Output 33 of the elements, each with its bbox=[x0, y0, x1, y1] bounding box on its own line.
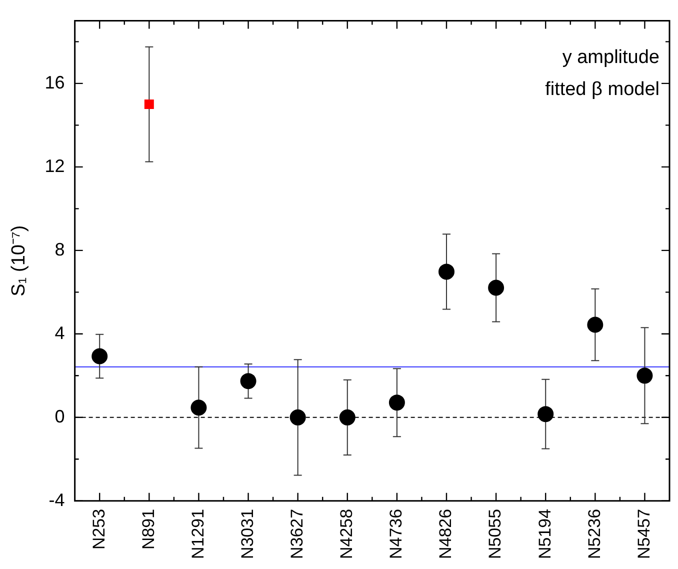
x-tick-label: N4258 bbox=[337, 508, 356, 560]
x-tick-label: N5194 bbox=[535, 508, 554, 560]
point bbox=[240, 373, 256, 390]
annotation: y amplitude bbox=[562, 46, 660, 68]
x-tick-label: N3627 bbox=[288, 508, 307, 560]
point bbox=[636, 368, 653, 384]
x-tick-label: N4826 bbox=[436, 508, 456, 560]
point bbox=[339, 409, 356, 426]
y-tick-label: 8 bbox=[54, 239, 65, 260]
y-tick-label: 4 bbox=[54, 322, 65, 343]
x-tick-label: N253 bbox=[89, 508, 108, 550]
x-tick-label: N5055 bbox=[486, 508, 505, 560]
annotation: fitted β model bbox=[545, 78, 660, 100]
x-tick-label: N5236 bbox=[584, 508, 604, 560]
point bbox=[144, 100, 154, 110]
point bbox=[538, 406, 554, 422]
x-tick-label: N3031 bbox=[238, 508, 257, 560]
x-tick-label: N1291 bbox=[188, 508, 208, 560]
y-tick-label: 12 bbox=[44, 156, 65, 176]
point bbox=[488, 280, 504, 296]
point bbox=[290, 409, 306, 426]
point bbox=[438, 264, 454, 280]
x-tick-label: N5457 bbox=[634, 508, 654, 560]
y-tick-label: 0 bbox=[54, 406, 65, 426]
point bbox=[92, 348, 108, 364]
x-tick-label: N891 bbox=[138, 508, 158, 550]
x-tick-label: N4736 bbox=[386, 508, 406, 560]
point bbox=[587, 316, 604, 333]
y-tick-label: 16 bbox=[44, 72, 65, 92]
point bbox=[190, 400, 207, 416]
y-axis-title: S₁ (10⁻⁷) bbox=[8, 225, 30, 296]
y-tick-label: -4 bbox=[48, 490, 65, 510]
point bbox=[388, 394, 405, 411]
